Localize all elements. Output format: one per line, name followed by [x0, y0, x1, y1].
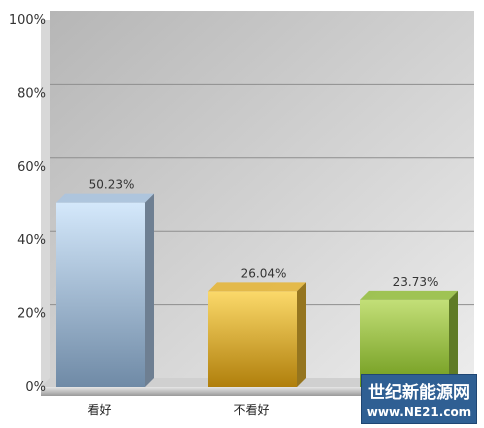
y-tick-label: 40%: [17, 233, 46, 248]
bar-front: [360, 299, 449, 387]
bar-top: [208, 282, 306, 292]
bar-side-shade: [449, 290, 458, 387]
bar-front: [56, 202, 145, 387]
y-tick-label: 20%: [17, 307, 46, 322]
bar-side-shade: [145, 193, 154, 387]
plot-left-wall: [41, 20, 50, 387]
y-tick-label: 80%: [17, 86, 46, 101]
bar-top: [56, 193, 154, 203]
bar: [56, 193, 154, 387]
data-label: 50.23%: [89, 178, 135, 192]
watermark-title: 世纪新能源网: [368, 383, 470, 403]
bar-side: [145, 193, 154, 387]
bar: [208, 282, 306, 387]
bar-side: [297, 282, 306, 387]
watermark-url: www.NE21.com: [366, 405, 472, 419]
x-category-label: 看好: [87, 403, 111, 417]
bar-side: [449, 290, 458, 387]
data-label: 26.04%: [241, 266, 287, 280]
y-tick-label: 60%: [17, 160, 46, 175]
data-label: 23.73%: [393, 275, 439, 289]
watermark-logo: 世纪新能源网 www.NE21.com: [361, 374, 477, 424]
bar-side-shade: [297, 282, 306, 387]
bar-front: [208, 291, 297, 387]
bar: [360, 290, 458, 387]
x-category-label: 不看好: [233, 403, 269, 417]
y-tick-label: 100%: [9, 13, 46, 28]
y-tick-label: 0%: [25, 380, 46, 395]
bar-top: [360, 290, 458, 300]
chart-base: [41, 387, 465, 396]
